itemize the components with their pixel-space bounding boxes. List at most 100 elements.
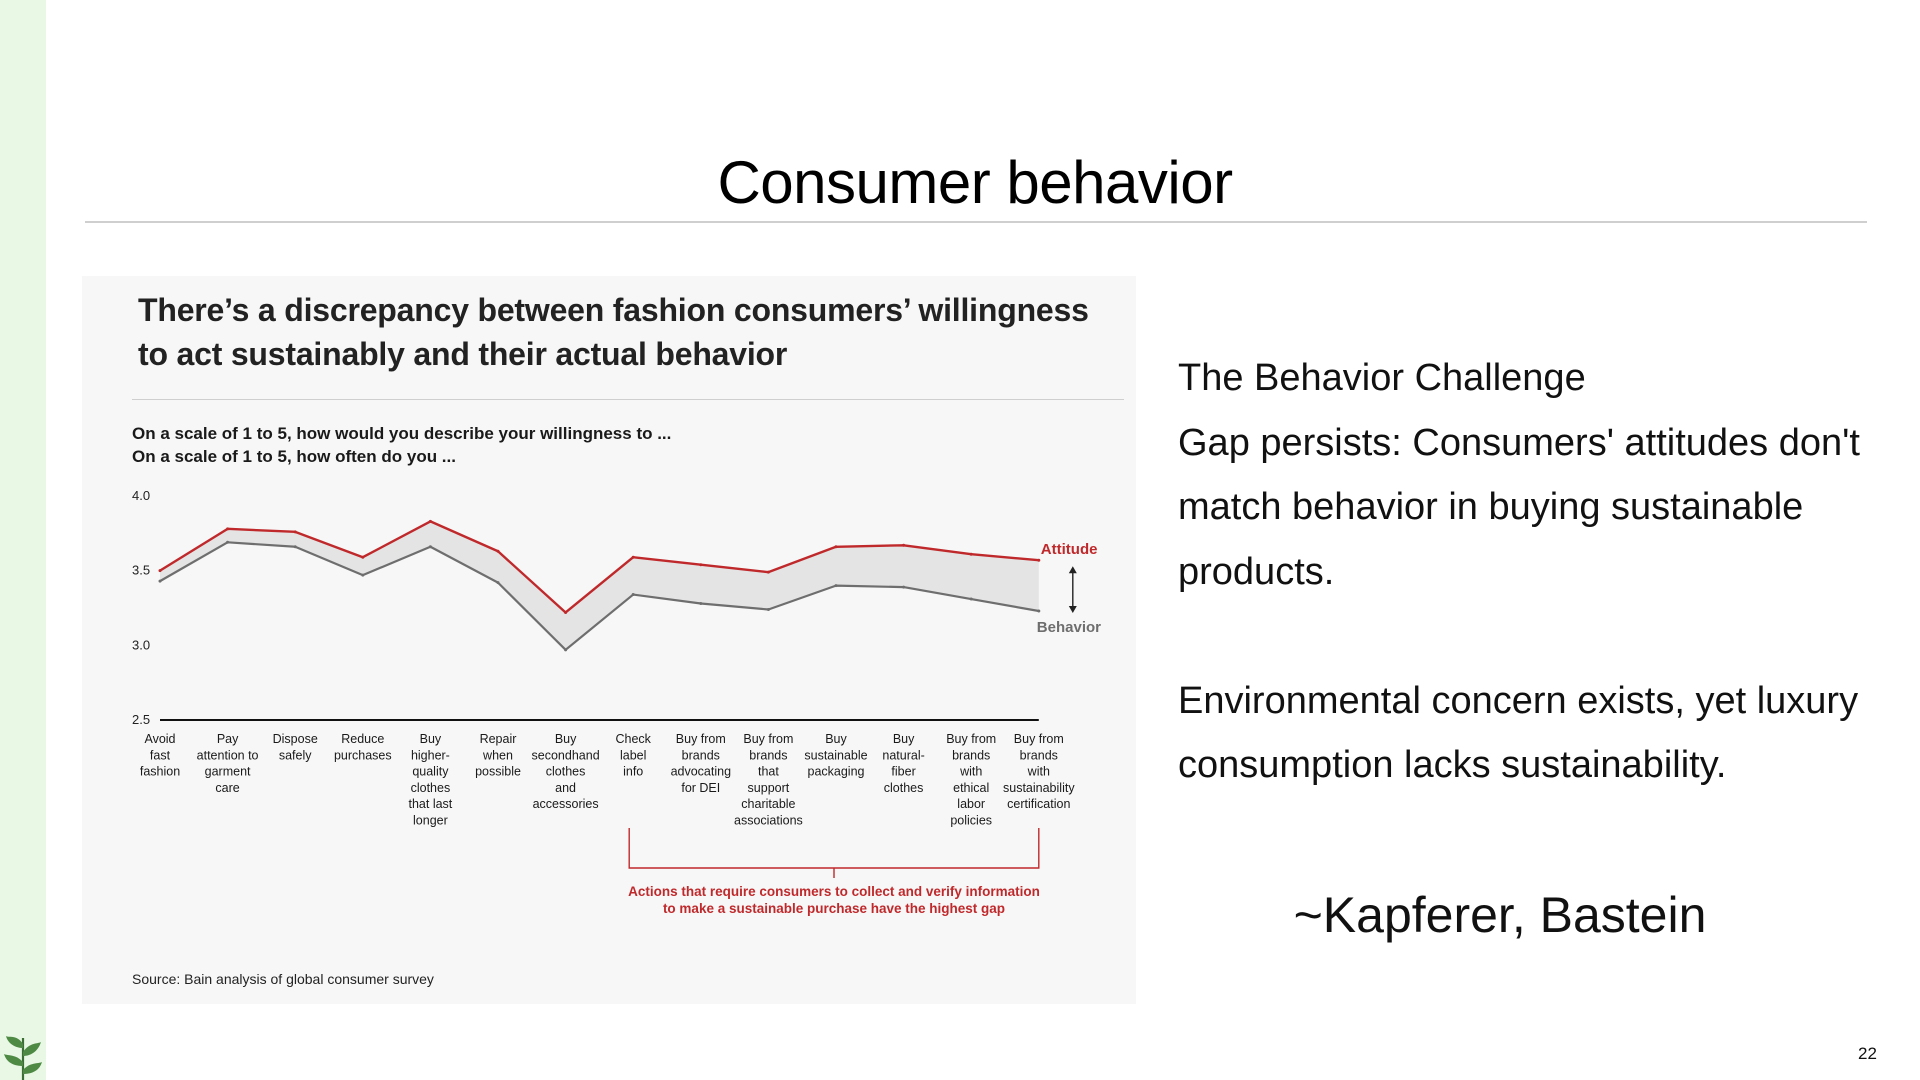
behavior-heading: The Behavior Challenge <box>1178 357 1586 399</box>
page-number: 22 <box>1858 1044 1877 1063</box>
attitude-point <box>361 555 365 559</box>
gap-annotation: to make a sustainable purchase have the … <box>663 901 1005 916</box>
line-chart: 4.0 3.5 3.0 2.5 Attitude Behavior Avoid fast fas… <box>132 488 1101 916</box>
behavior-point <box>1037 609 1041 613</box>
concern-paragraph: Environmental concern exists, yet luxury… <box>1178 679 1859 787</box>
slide-title: Consumer behavior <box>717 149 1233 216</box>
behavior-point <box>293 545 297 549</box>
behavior-point <box>766 607 770 611</box>
x-category-label: Buy from <box>946 732 996 746</box>
attitude-point <box>766 570 770 574</box>
x-category-label: Buy from <box>1014 732 1064 746</box>
x-category-label: fashion <box>140 765 180 779</box>
x-category-label: purchases <box>334 748 392 762</box>
y-tick-label: 3.5 <box>132 563 150 578</box>
x-category-label: Check <box>615 732 651 746</box>
behavior-point <box>361 573 365 577</box>
x-category-label: Buy from <box>676 732 726 746</box>
x-category-label: safely <box>279 748 312 762</box>
x-category-label: brands <box>749 748 787 762</box>
x-category-label: care <box>215 781 239 795</box>
x-category-label: for DEI <box>681 781 720 795</box>
behavior-point <box>226 540 230 544</box>
chart-question-2: On a scale of 1 to 5, how often do you .… <box>132 447 456 466</box>
behavior-point <box>564 648 568 652</box>
x-category-label: when <box>482 748 513 762</box>
legend-behavior: Behavior <box>1037 619 1101 636</box>
attitude-point <box>226 527 230 531</box>
chart-panel: There’s a discrepancy between fashion co… <box>82 276 1136 1004</box>
right-text-block: The Behavior Challenge Gap persists: Con… <box>1178 346 1878 798</box>
attitude-point <box>1037 558 1041 562</box>
x-category-label: Buy <box>825 732 847 746</box>
behavior-point <box>631 593 635 597</box>
x-category-label: brands <box>1020 748 1058 762</box>
x-category-label: attention to <box>197 748 259 762</box>
x-category-label: sustainability <box>1003 781 1075 795</box>
y-tick-label: 3.0 <box>132 637 150 652</box>
x-category-label: Avoid <box>144 732 175 746</box>
attitude-point <box>631 555 635 559</box>
x-category-label: natural- <box>882 748 924 762</box>
x-category-label: brands <box>682 748 720 762</box>
chart-headline: There’s a discrepancy between fashion co… <box>138 292 1089 372</box>
attitude-point <box>496 549 500 553</box>
x-category-label: ethical <box>953 781 989 795</box>
x-category-label: Reduce <box>341 732 384 746</box>
behavior-point <box>428 545 432 549</box>
x-category-label: certification <box>1007 797 1070 811</box>
behavior-point <box>969 597 973 601</box>
attitude-point <box>699 563 703 567</box>
x-category-label: garment <box>205 765 251 779</box>
x-category-label: Repair <box>480 732 517 746</box>
x-category-label: with <box>959 765 982 779</box>
x-category-label: longer <box>413 814 448 828</box>
x-category-label: Dispose <box>273 732 318 746</box>
x-category-label: support <box>748 781 790 795</box>
x-category-label: fast <box>150 748 171 762</box>
attitude-line <box>159 520 1039 614</box>
x-category-label: Buy from <box>743 732 793 746</box>
x-category-label: packaging <box>808 765 865 779</box>
x-category-label: clothes <box>411 781 451 795</box>
attitude-point <box>428 519 432 523</box>
gap-arrow-head-down <box>1068 605 1077 613</box>
behavior-point <box>496 581 500 585</box>
attitude-point <box>902 543 906 547</box>
behavior-point <box>902 585 906 589</box>
x-category-label: that <box>758 765 779 779</box>
x-category-label: and <box>555 781 576 795</box>
x-category-label: Pay <box>217 732 239 746</box>
x-category-label: clothes <box>884 781 924 795</box>
behavior-point <box>834 584 838 588</box>
headline-divider <box>132 399 1124 400</box>
x-category-label: with <box>1027 765 1050 779</box>
x-category-label: quality <box>412 765 449 779</box>
x-category-label: fiber <box>891 765 915 779</box>
chart-source: Source: Bain analysis of global consumer… <box>132 971 434 987</box>
chart-question-1: On a scale of 1 to 5, how would you desc… <box>132 424 672 443</box>
x-category-label: Buy <box>893 732 915 746</box>
sprout-icon <box>4 1036 42 1080</box>
attitude-point <box>293 530 297 534</box>
attitude-point <box>158 569 162 573</box>
x-category-label: advocating <box>671 765 732 779</box>
x-category-label: that last <box>409 797 453 811</box>
attitude-point <box>834 545 838 549</box>
x-category-label: Buy <box>420 732 442 746</box>
x-category-label: accessories <box>533 797 599 811</box>
x-category-label: policies <box>950 814 992 828</box>
behavior-point <box>158 579 162 583</box>
attitude-point <box>969 552 973 556</box>
x-category-label: possible <box>475 765 521 779</box>
x-category-label: associations <box>734 814 803 828</box>
x-category-label: Buy <box>555 732 577 746</box>
y-tick-label: 2.5 <box>132 712 150 727</box>
x-category-label: labor <box>957 797 985 811</box>
gap-annotation: Actions that require consumers to collec… <box>628 884 1040 899</box>
x-category-label: higher- <box>411 748 450 762</box>
x-category-label: secondhand <box>532 748 600 762</box>
x-category-label: clothes <box>546 765 586 779</box>
gap-arrow-head-up <box>1068 566 1077 574</box>
behavior-point <box>699 602 703 606</box>
